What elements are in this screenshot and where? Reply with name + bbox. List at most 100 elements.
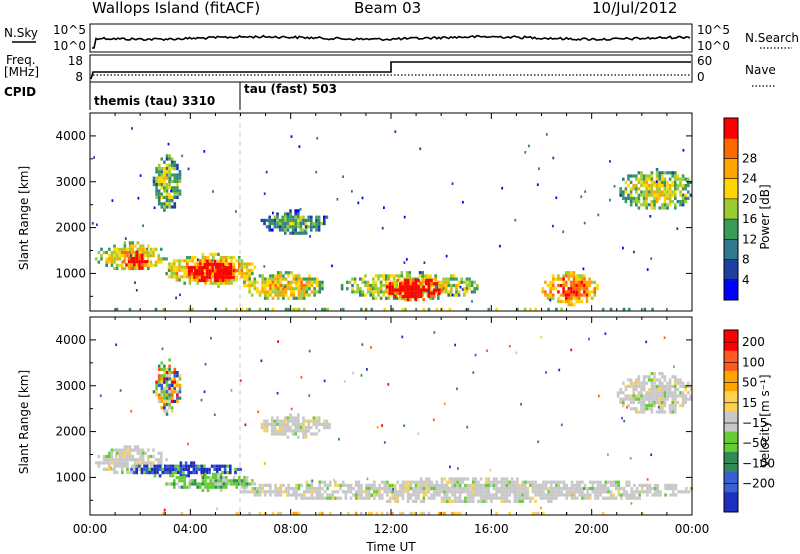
heatmap-cell <box>294 426 297 430</box>
heatmap-cell <box>588 290 591 294</box>
heatmap-cell <box>687 177 690 181</box>
heatmap-cell <box>417 496 420 500</box>
heatmap-cell <box>149 461 153 465</box>
heatmap-cell <box>406 298 410 302</box>
heatmap-cell <box>612 483 615 487</box>
heatmap-cell <box>457 467 459 470</box>
heatmap-cell <box>567 277 571 281</box>
heatmap-cell <box>136 266 140 271</box>
heatmap-cell <box>178 374 182 378</box>
heatmap-cell <box>315 416 318 420</box>
heatmap-cell <box>222 259 225 263</box>
heatmap-cell <box>173 399 177 403</box>
heatmap-cell <box>315 490 319 494</box>
heatmap-cell <box>567 274 571 278</box>
heatmap-cell <box>419 291 423 295</box>
heatmap-cell <box>374 296 378 300</box>
heatmap-cell <box>601 307 605 311</box>
heatmap-cell <box>627 496 631 500</box>
heatmap-cell <box>414 487 418 491</box>
heatmap-cell <box>417 294 420 299</box>
heatmap-cell <box>474 490 478 494</box>
heatmap-cell <box>304 429 308 433</box>
heatmap-cell <box>612 480 615 484</box>
heatmap-cell <box>684 184 687 188</box>
heatmap-cell <box>362 496 366 500</box>
heatmap-cell <box>191 256 194 260</box>
heatmap-cell <box>219 472 223 476</box>
heatmap-cell <box>136 247 140 251</box>
heatmap-cell <box>315 419 318 423</box>
heatmap-cell <box>168 176 171 180</box>
heatmap-cell <box>187 474 190 478</box>
heatmap-cell <box>266 293 270 297</box>
heatmap-cell <box>294 432 297 436</box>
heatmap-cell <box>168 205 171 209</box>
heatmap-cell <box>671 171 674 175</box>
heatmap-cell <box>372 283 375 288</box>
heatmap-cell <box>653 400 656 404</box>
heatmap-cell <box>157 461 160 465</box>
heatmap-cell <box>562 277 565 281</box>
heatmap-cell <box>171 467 175 471</box>
heatmap-cell <box>401 282 405 286</box>
heatmap-cell <box>217 479 220 483</box>
heatmap-cell <box>260 422 264 426</box>
heatmap-cell <box>469 487 472 491</box>
heatmap-cell <box>232 479 236 483</box>
heatmap-cell <box>386 480 389 484</box>
heatmap-cell <box>269 490 272 494</box>
heatmap-cell <box>153 206 156 210</box>
heatmap-cell <box>425 278 428 283</box>
heatmap-cell <box>445 483 449 487</box>
heatmap-cell <box>461 490 465 494</box>
heatmap-cell <box>318 487 322 491</box>
heatmap-cell <box>591 480 595 484</box>
heatmap-cell <box>113 244 116 248</box>
heatmap-cell <box>443 487 446 491</box>
heatmap-cell <box>238 482 241 486</box>
heatmap-cell <box>178 485 181 489</box>
heatmap-cell <box>529 480 532 484</box>
heatmap-cell <box>594 493 597 497</box>
heatmap-cell <box>318 490 322 494</box>
heatmap-cell <box>173 262 176 266</box>
heatmap-cell <box>156 464 159 468</box>
heatmap-cell <box>663 394 667 398</box>
heatmap-cell <box>455 287 458 291</box>
heatmap-cell <box>250 487 254 491</box>
heatmap-cell <box>163 393 166 397</box>
heatmap-cell <box>622 490 626 494</box>
heatmap-cell <box>310 290 314 294</box>
heatmap-cell <box>149 254 153 258</box>
heatmap-cell <box>378 483 381 487</box>
heatmap-cell <box>427 496 431 500</box>
heatmap-cell <box>419 282 423 286</box>
heatmap-cell <box>646 490 649 494</box>
heatmap-cell <box>299 429 303 433</box>
heatmap-cell <box>123 244 127 248</box>
heatmap-cell <box>190 461 193 465</box>
y-tick-label: 1000 <box>55 470 86 484</box>
heatmap-cell <box>273 429 277 433</box>
heatmap-cell <box>432 490 436 494</box>
heatmap-cell <box>663 400 667 404</box>
heatmap-cell <box>163 390 166 394</box>
heatmap-cell <box>108 257 111 261</box>
heatmap-cell <box>674 407 677 411</box>
heatmap-cell <box>281 426 284 430</box>
heatmap-cell <box>505 483 509 487</box>
heatmap-cell <box>168 377 171 381</box>
heatmap-cell <box>684 394 687 398</box>
heatmap-cell <box>567 271 571 275</box>
heatmap-cell <box>393 490 397 494</box>
heatmap-cell <box>357 487 361 491</box>
heatmap-cell <box>685 490 688 494</box>
heatmap-cell <box>613 185 616 188</box>
heatmap-cell <box>186 265 189 269</box>
heatmap-cell <box>158 467 162 471</box>
heatmap-cell <box>143 467 146 471</box>
heatmap-cell <box>542 511 545 515</box>
heatmap-cell <box>299 225 303 229</box>
heatmap-cell <box>289 293 293 297</box>
